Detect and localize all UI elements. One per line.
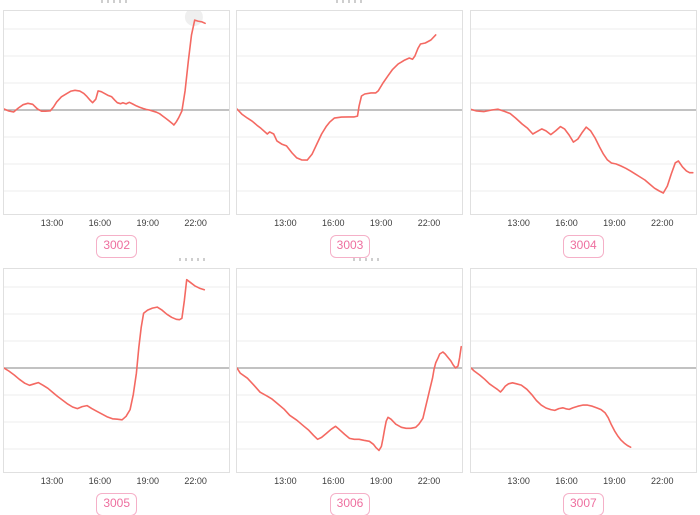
x-tick-label: 16:00 xyxy=(321,476,345,486)
line-chart-plot xyxy=(3,268,231,473)
x-tick-label: 16:00 xyxy=(555,218,578,228)
x-tick-label: 16:00 xyxy=(88,218,112,228)
clipped-title-remnant xyxy=(336,0,367,3)
charts-row-top: 13:00 16:00 19:00 22:00 3002 13:00 16:00 19:0… xyxy=(0,0,700,258)
chart-id-badge[interactable]: 3007 xyxy=(562,493,604,515)
chart-id-badge[interactable]: 3005 xyxy=(96,493,138,515)
chart-id-badge[interactable]: 3006 xyxy=(329,493,371,515)
x-axis: 13:00 16:00 19:00 22:00 xyxy=(3,215,230,230)
series-line xyxy=(237,34,437,161)
series-line xyxy=(4,19,207,126)
chart-id-badge[interactable]: 3002 xyxy=(96,235,138,258)
x-tick-label: 19:00 xyxy=(136,476,160,486)
chart-canvas xyxy=(237,286,463,452)
x-tick-label: 13:00 xyxy=(274,476,297,486)
badge-row: 3005 xyxy=(0,488,233,515)
chart-canvas xyxy=(470,28,696,194)
clipped-title-strip xyxy=(233,258,466,268)
x-axis: 13:00 16:00 19:00 22:00 xyxy=(236,473,463,488)
clipped-title-remnant xyxy=(101,0,131,3)
x-tick-label: 13:00 xyxy=(40,476,64,486)
clipped-title-strip xyxy=(0,0,233,10)
point-halo xyxy=(185,11,204,26)
badge-row: 3003 xyxy=(233,230,466,258)
line-chart-plot xyxy=(469,10,697,215)
chart-panel: 13:00 16:00 19:00 22:00 3002 xyxy=(0,0,233,258)
x-tick-label: 19:00 xyxy=(603,476,626,486)
chart-panel: 13:00 16:00 19:00 22:00 3007 xyxy=(467,258,700,515)
x-tick-label: 13:00 xyxy=(507,476,530,486)
x-tick-label: 22:00 xyxy=(184,476,207,486)
x-axis: 13:00 16:00 19:00 22:00 xyxy=(470,215,697,230)
badge-row: 3002 xyxy=(0,230,233,258)
x-tick-label: 22:00 xyxy=(651,476,674,486)
x-tick-label: 22:00 xyxy=(184,218,207,228)
x-tick-label: 13:00 xyxy=(274,218,297,228)
badge-row: 3004 xyxy=(467,230,700,258)
x-tick-label: 19:00 xyxy=(603,218,626,228)
chart-panel: 13:00 16:00 19:00 22:00 3003 xyxy=(233,0,466,258)
x-tick-label: 22:00 xyxy=(417,218,441,228)
chart-canvas xyxy=(4,278,230,450)
series-line xyxy=(237,345,463,452)
x-tick-label: 16:00 xyxy=(321,218,345,228)
series-line xyxy=(4,278,206,421)
series-line xyxy=(470,367,632,448)
badge-row: 3006 xyxy=(233,488,466,515)
line-chart-plot xyxy=(236,268,464,473)
clipped-title-strip xyxy=(233,0,466,10)
chart-id-badge[interactable]: 3004 xyxy=(562,235,604,258)
badge-row: 3007 xyxy=(467,488,700,515)
x-tick-label: 22:00 xyxy=(417,476,441,486)
chart-panel: 13:00 16:00 19:00 22:00 3004 xyxy=(467,0,700,258)
x-axis: 13:00 16:00 19:00 22:00 xyxy=(236,215,463,230)
line-chart-plot xyxy=(3,10,231,215)
clipped-title-remnant xyxy=(179,258,209,261)
series-line xyxy=(470,108,694,194)
clipped-title-remnant xyxy=(353,258,384,261)
x-tick-label: 19:00 xyxy=(136,218,160,228)
chart-canvas xyxy=(470,286,696,450)
x-tick-label: 19:00 xyxy=(369,218,393,228)
x-axis: 13:00 16:00 19:00 22:00 xyxy=(3,473,230,488)
clipped-title-strip xyxy=(467,0,700,10)
x-tick-label: 13:00 xyxy=(507,218,530,228)
chart-canvas xyxy=(4,11,230,192)
chart-canvas xyxy=(237,28,463,192)
line-chart-plot xyxy=(236,10,464,215)
clipped-title-strip xyxy=(467,258,700,268)
x-tick-label: 22:00 xyxy=(651,218,674,228)
chart-panel: 13:00 16:00 19:00 22:00 3006 xyxy=(233,258,466,515)
clipped-title-strip xyxy=(0,258,233,268)
x-axis: 13:00 16:00 19:00 22:00 xyxy=(470,473,697,488)
x-tick-label: 16:00 xyxy=(555,476,578,486)
chart-panel: 13:00 16:00 19:00 22:00 3005 xyxy=(0,258,233,515)
chart-id-badge[interactable]: 3003 xyxy=(329,235,371,258)
x-tick-label: 13:00 xyxy=(40,218,64,228)
line-chart-plot xyxy=(469,268,697,473)
charts-row-bottom: 13:00 16:00 19:00 22:00 3005 13:00 16:00 19:0… xyxy=(0,258,700,515)
x-tick-label: 19:00 xyxy=(369,476,393,486)
x-tick-label: 16:00 xyxy=(88,476,112,486)
